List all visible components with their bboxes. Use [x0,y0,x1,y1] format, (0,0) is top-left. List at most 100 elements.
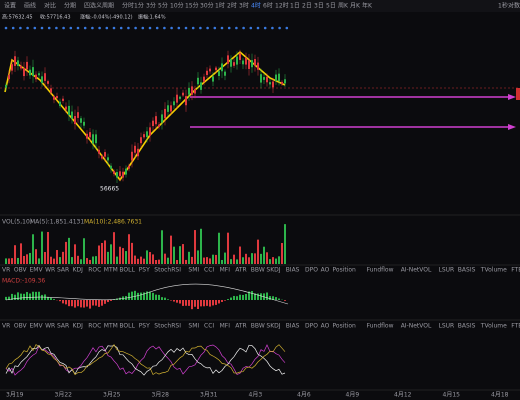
indicator-tab[interactable]: PSY [139,267,150,274]
indicator-tab[interactable]: BASIS [458,267,476,274]
indicator-tab[interactable]: BIAS [286,323,300,330]
period-button[interactable]: 3时 [239,2,249,10]
period-button[interactable]: 1时 [215,2,225,10]
period-button[interactable]: 3分 [146,2,156,10]
period-button[interactable]: 10分 [170,2,184,10]
toolbar-button[interactable]: 1秒 [498,2,508,10]
period-button[interactable]: 年K [362,2,373,10]
indicator-tab[interactable]: KDJ [73,323,84,330]
period-button[interactable]: 6时 [263,2,273,10]
volume-bar [167,257,169,264]
signal-dot [105,26,109,30]
indicator-tab[interactable]: Fundflow [367,323,394,330]
indicator-tab[interactable]: OBV [14,323,28,330]
period-button[interactable]: 15分 [185,2,199,10]
macd-bar [245,293,247,300]
indicator-tab[interactable]: SKDJ [266,267,280,274]
indicator-tab[interactable]: MFI [220,323,231,330]
indicator-tab[interactable]: PSY [139,323,150,330]
indicator-tab[interactable]: CCI [204,267,214,274]
indicator-tab[interactable]: LSUR [439,323,455,330]
indicator-tab[interactable]: TVolume [480,323,507,330]
indicator-tab[interactable]: ATR [235,267,246,274]
indicator-tab[interactable]: KDJ [73,267,84,274]
candle-body [29,69,31,76]
period-button[interactable]: 4时 [251,2,261,10]
volume-bar [242,257,244,264]
indicator-tab[interactable]: SAR [57,323,69,330]
indicator-tab[interactable]: DPO [305,323,318,330]
period-button[interactable]: 1日 [290,3,300,10]
period-button[interactable]: 3日 [314,3,324,10]
indicator-tab[interactable]: ATR [235,323,246,330]
indicator-tab[interactable]: BOLL [119,323,135,330]
indicator-tab[interactable]: Position [333,267,357,274]
indicator-tab[interactable]: AI-NetVOL [401,267,432,274]
period-button[interactable]: 12时 [275,2,289,10]
indicator-tab[interactable]: SMI [188,323,199,330]
volume-bar [26,254,28,264]
indicator-tab[interactable]: MTM [104,323,118,330]
period-button[interactable]: 2日 [302,3,312,10]
indicator-tab[interactable]: SKDJ [266,323,280,330]
indicator-tab[interactable]: VR [2,323,10,330]
indicator-tab[interactable]: OBV [14,267,28,274]
indicator-tab[interactable]: VR [2,267,10,274]
indicator-tab[interactable]: DPO [305,267,318,274]
candle-body [188,88,190,95]
indicator-tab[interactable]: FTBS [511,267,520,274]
toolbar-button[interactable]: 对比 [44,2,56,10]
indicator-tab[interactable]: AO [321,323,330,330]
period-button[interactable]: 2时 [227,2,237,10]
period-select[interactable]: 四选义周期 [84,2,114,10]
indicator-tab[interactable]: WR [45,323,55,330]
volume-bar [29,252,31,264]
toolbar-button[interactable]: 设置 [4,2,16,10]
candle-body [227,55,229,64]
volume-bar [128,234,130,264]
indicator-tab[interactable]: EMV [30,323,44,330]
indicator-tab[interactable]: EMV [30,267,44,274]
indicator-tab[interactable]: BBW [251,267,265,274]
indicator-tab[interactable]: ROC [88,267,101,274]
period-button[interactable]: 月K [350,3,361,10]
indicator-tab[interactable]: StochRSI [154,267,181,274]
indicator-tab[interactable]: StochRSI [154,323,181,330]
indicator-tab[interactable]: FTBS [511,323,520,330]
indicator-tab[interactable]: WR [45,267,55,274]
indicator-tab[interactable]: SMI [188,267,199,274]
indicator-tab[interactable]: BOLL [119,267,135,274]
candle-body [131,151,133,161]
indicator-tab[interactable]: Fundflow [367,267,394,274]
toolbar-button[interactable]: 画线 [24,2,36,10]
indicator-tab[interactable]: BIAS [286,267,300,274]
volume-bar [116,256,118,264]
toolbar-button[interactable]: 对数 [508,2,520,10]
period-button[interactable]: 5日 [326,3,336,10]
volume-bar [140,256,142,264]
toolbar-button[interactable]: 分期 [64,2,76,10]
volume-bar [236,259,238,264]
period-button[interactable]: 分时 [122,2,134,10]
indicator-tab[interactable]: AO [321,267,330,274]
indicator-tab[interactable]: BASIS [458,323,476,330]
period-button[interactable]: 周K [338,3,349,10]
indicator-tab[interactable]: ROC [88,323,101,330]
candle-body [56,96,58,99]
indicator-tab[interactable]: CCI [204,323,214,330]
candle-body [191,86,193,95]
indicator-tab[interactable]: AI-NetVOL [401,323,432,330]
macd-bar [140,292,142,300]
indicator-tab[interactable]: BBW [251,323,265,330]
period-button[interactable]: 5分 [158,2,168,10]
indicator-tab[interactable]: TVolume [480,267,507,274]
period-button[interactable]: 30分 [200,2,214,10]
indicator-tab[interactable]: MTM [104,267,118,274]
candle-body [8,74,10,80]
indicator-tab[interactable]: MFI [220,267,231,274]
indicator-tab[interactable]: LSUR [439,267,455,274]
low-label: 56665 [100,186,119,193]
period-button[interactable]: 1分 [134,2,144,10]
indicator-tab[interactable]: Position [333,323,357,330]
indicator-tab[interactable]: SAR [57,267,69,274]
